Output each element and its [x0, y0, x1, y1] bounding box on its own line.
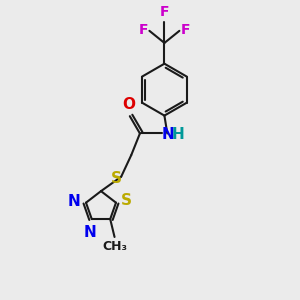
Text: S: S: [121, 193, 132, 208]
Text: H: H: [172, 127, 184, 142]
Text: N: N: [68, 194, 81, 209]
Text: N: N: [84, 225, 97, 240]
Text: N: N: [161, 127, 174, 142]
Text: F: F: [160, 5, 169, 19]
Text: CH₃: CH₃: [102, 240, 127, 254]
Text: S: S: [110, 171, 122, 186]
Text: F: F: [181, 23, 190, 37]
Text: O: O: [122, 97, 135, 112]
Text: F: F: [139, 23, 148, 37]
